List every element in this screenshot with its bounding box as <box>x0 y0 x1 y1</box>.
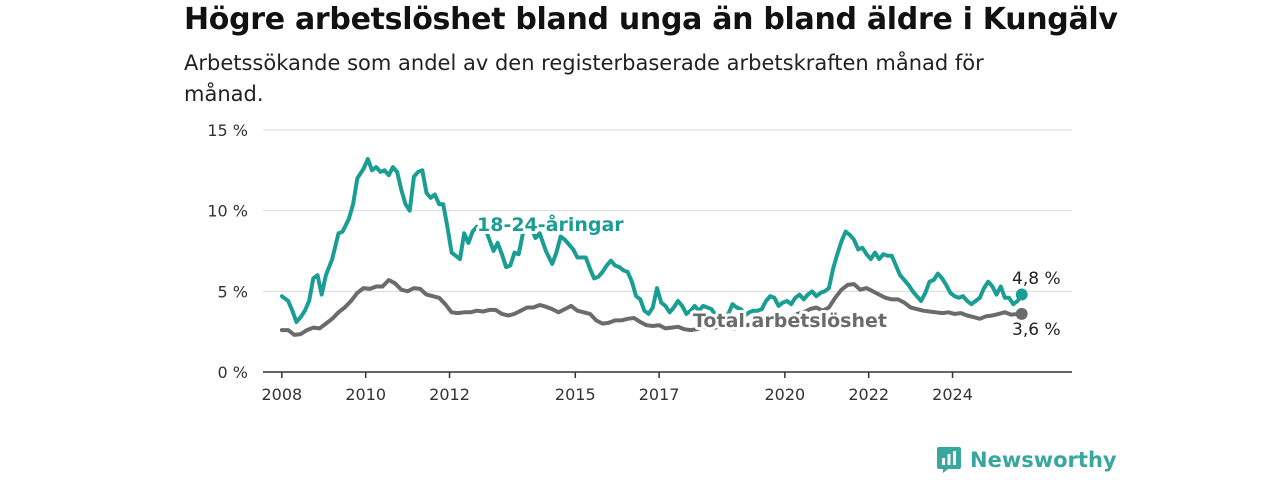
chart-subtitle: Arbetssökande som andel av den registerb… <box>184 51 984 106</box>
chart-title: Högre arbetslöshet bland unga än bland ä… <box>184 2 1118 37</box>
series-line-total <box>279 278 1024 337</box>
newsworthy-logo-icon <box>937 447 961 473</box>
y-tick-label: 0 % <box>218 363 248 382</box>
x-tick-label: 2024 <box>932 385 973 404</box>
x-tick-label: 2008 <box>262 385 303 404</box>
end-label-total: 3,6 % <box>1012 320 1061 340</box>
y-tick-label: 10 % <box>207 202 248 221</box>
end-label-youth: 4,8 % <box>1012 269 1061 289</box>
x-tick-label: 2020 <box>765 385 806 404</box>
x-tick-label: 2010 <box>345 385 386 404</box>
series-label-youth: 18-24-åringar <box>477 212 624 236</box>
series-line-youth <box>279 157 1024 324</box>
y-tick-label: 5 % <box>218 282 248 301</box>
x-tick-label: 2012 <box>429 385 470 404</box>
y-tick-label: 15 % <box>207 121 248 140</box>
end-dot-youth <box>1015 288 1028 301</box>
end-dot-total <box>1015 307 1028 320</box>
x-tick-label: 2017 <box>639 385 680 404</box>
brand-logo: Newsworthy <box>936 446 1117 474</box>
brand-name: Newsworthy <box>970 448 1117 472</box>
x-tick-label: 2015 <box>555 385 596 404</box>
series-label-total: Total arbetslöshet <box>693 310 887 332</box>
x-tick-label: 2022 <box>848 385 889 404</box>
